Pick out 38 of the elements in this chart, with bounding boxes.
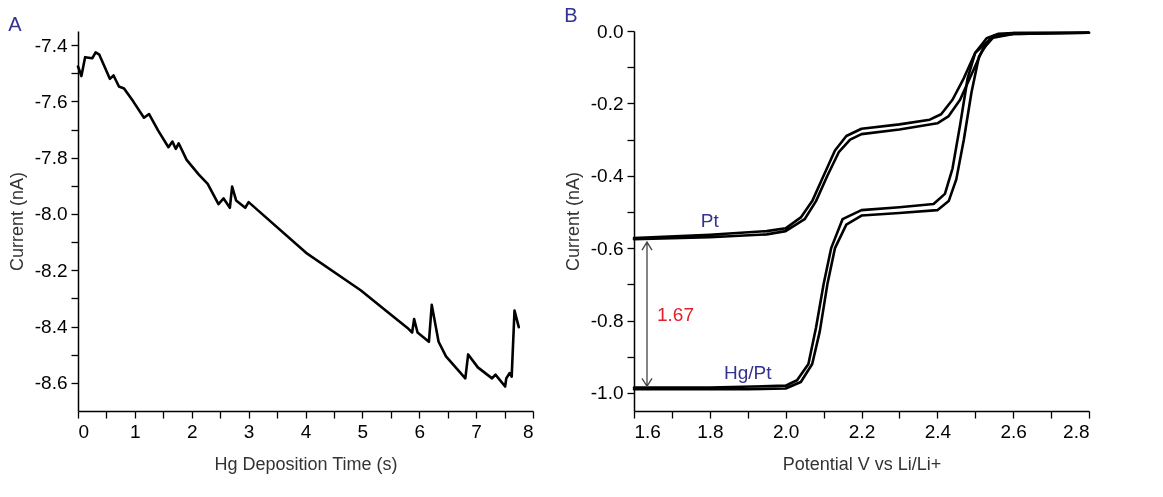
x-tick-label: 2.4: [924, 420, 952, 442]
x-tick-label: 2.8: [1063, 420, 1090, 442]
x-tick-label: 2.6: [1000, 420, 1027, 442]
y-tick-label: -7.8: [34, 147, 68, 169]
y-tick-label: -7.6: [34, 90, 68, 112]
x-tick-label: 5: [357, 420, 369, 442]
x-tick-label: 3: [243, 420, 255, 442]
x-tick-label: 2.0: [772, 420, 800, 442]
y-tick-label: 0.0: [597, 20, 624, 42]
x-tick-label: 8: [522, 420, 534, 442]
x-tick-label: 1: [130, 420, 141, 442]
x-tick-label: 2.2: [848, 420, 876, 442]
y-tick-label: -7.4: [34, 34, 68, 56]
x-tick-label: 4: [300, 420, 312, 442]
y-axis-title: Current (nA): [6, 171, 27, 272]
x-axis-title: Hg Deposition Time (s): [214, 453, 398, 474]
y-tick-label: -8.0: [34, 203, 68, 225]
y-tick-label: -8.4: [34, 316, 68, 338]
series-label: Pt: [700, 210, 720, 232]
x-axis-title: Potential V vs Li/Li+: [782, 453, 942, 474]
y-tick-label: -1.0: [590, 382, 624, 404]
chart-title: B: [564, 4, 578, 26]
y-tick-label: -0.4: [590, 165, 624, 187]
x-tick-label: 1.8: [697, 420, 724, 442]
x-tick-label: 0: [78, 420, 90, 442]
y-tick-label: -8.6: [34, 372, 68, 394]
x-tick-label: 7: [471, 420, 482, 442]
x-tick-label: 2: [186, 420, 198, 442]
series-label: Hg/Pt: [723, 362, 773, 384]
x-tick-label: 6: [414, 420, 426, 442]
y-tick-label: -8.2: [34, 259, 68, 281]
chart-title: A: [8, 13, 23, 35]
y-tick-label: -0.6: [590, 237, 624, 259]
y-tick-label: -0.8: [590, 310, 624, 332]
y-tick-label: -0.2: [590, 92, 624, 114]
y-axis-title: Current (nA): [562, 171, 583, 272]
x-tick-label: 1.6: [634, 420, 661, 442]
annotation: 1.67: [657, 304, 694, 326]
